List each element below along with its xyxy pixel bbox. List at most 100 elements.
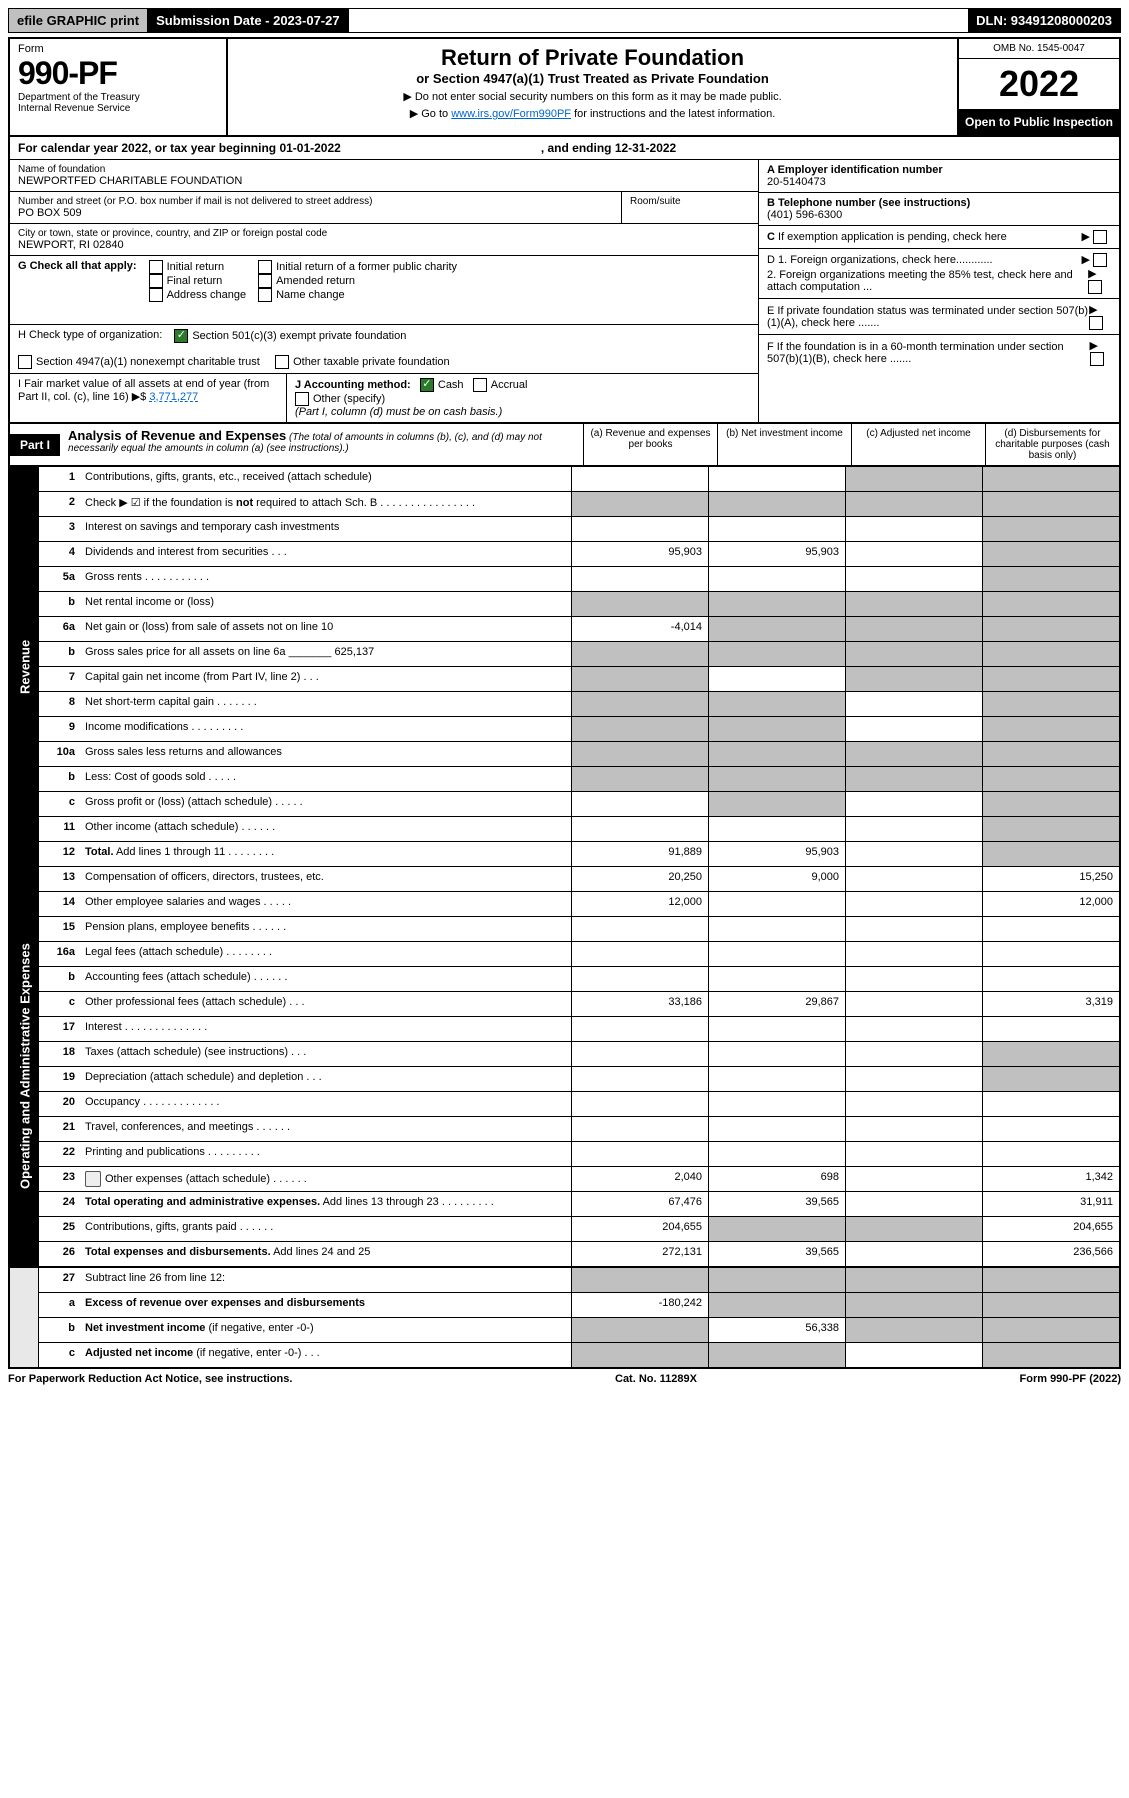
row-label: Total expenses and disbursements. Add li… [81,1242,571,1266]
cell-value [845,1192,982,1216]
table-row: bAccounting fees (attach schedule) . . .… [39,967,1119,992]
row-label: Net rental income or (loss) [81,592,571,616]
table-row: 23Other expenses (attach schedule) . . .… [39,1167,1119,1192]
row-num: 1 [39,467,81,491]
status-terminated-checkbox[interactable] [1089,316,1103,330]
cell-value [845,892,982,916]
i-arrow: ▶$ [132,391,147,403]
cell-value [845,517,982,541]
cell-grey [982,467,1119,491]
form-subtitle: or Section 4947(a)(1) Trust Treated as P… [234,71,951,86]
table-row: 1Contributions, gifts, grants, etc., rec… [39,467,1119,492]
table-row: 5aGross rents . . . . . . . . . . . [39,567,1119,592]
row-label: Excess of revenue over expenses and disb… [81,1293,571,1317]
form990pf-link[interactable]: www.irs.gov/Form990PF [451,108,571,120]
cell-value [845,1242,982,1266]
cell-grey [708,492,845,516]
initial-former-checkbox[interactable] [258,260,272,274]
row-num: 18 [39,1042,81,1066]
accrual-checkbox[interactable] [473,378,487,392]
cell-grey [982,1293,1119,1317]
row-label: Income modifications . . . . . . . . . [81,717,571,741]
cell-grey [571,717,708,741]
row-label: Accounting fees (attach schedule) . . . … [81,967,571,991]
cell-grey [708,692,845,716]
row-label: Interest on savings and temporary cash i… [81,517,571,541]
cell-grey [845,1318,982,1342]
initial-return-checkbox[interactable] [149,260,163,274]
row-num: b [39,767,81,791]
501c3-checkbox[interactable] [174,329,188,343]
cell-value: 236,566 [982,1242,1119,1266]
fair-market-value-link[interactable]: 3,771,277 [149,391,198,403]
table-row: bGross sales price for all assets on lin… [39,642,1119,667]
amended-return-checkbox[interactable] [258,274,272,288]
cell-grey [982,717,1119,741]
cell-value: -4,014 [571,617,708,641]
attachment-icon[interactable] [85,1171,101,1187]
row-num: 9 [39,717,81,741]
cell-value: 204,655 [982,1217,1119,1241]
revenue-section-label: Revenue [10,467,39,866]
cell-grey [845,642,982,666]
cell-value: 95,903 [708,842,845,866]
table-row: 18Taxes (attach schedule) (see instructi… [39,1042,1119,1067]
name-label: Name of foundation [18,164,750,175]
tax-year: 2022 [959,59,1119,109]
cell-grey [982,767,1119,791]
exemption-pending-checkbox[interactable] [1093,230,1107,244]
cell-value [845,967,982,991]
form-number: 990-PF [18,55,218,92]
cell-grey [982,1343,1119,1367]
cell-value [571,1092,708,1116]
cell-value: 204,655 [571,1217,708,1241]
other-method-checkbox[interactable] [295,392,309,406]
row-num: 2 [39,492,81,516]
85pct-checkbox[interactable] [1088,280,1102,294]
other-taxable-checkbox[interactable] [275,355,289,369]
top-bar: efile GRAPHIC print Submission Date - 20… [8,8,1121,33]
address-change-checkbox[interactable] [149,288,163,302]
final-return-checkbox[interactable] [149,274,163,288]
cell-value [571,567,708,591]
row-num: b [39,642,81,666]
other-method-label: Other (specify) [313,393,385,405]
cal-year-end: , and ending 12-31-2022 [541,141,676,155]
name-change-checkbox[interactable] [258,288,272,302]
cell-value [982,967,1119,991]
cell-grey [571,742,708,766]
cell-grey [982,617,1119,641]
row-label: Total operating and administrative expen… [81,1192,571,1216]
instr-no-ssn: ▶ Do not enter social security numbers o… [234,90,951,103]
table-row: 25Contributions, gifts, grants paid . . … [39,1217,1119,1242]
cell-grey [708,1268,845,1292]
table-row: 22Printing and publications . . . . . . … [39,1142,1119,1167]
g-label: G Check all that apply: [18,260,137,272]
cell-value [845,1117,982,1141]
e-label: E If private foundation status was termi… [767,305,1089,329]
60month-checkbox[interactable] [1090,352,1104,366]
cell-grey [982,742,1119,766]
table-row: 24Total operating and administrative exp… [39,1192,1119,1217]
row-label: Gross sales price for all assets on line… [81,642,571,666]
4947-checkbox[interactable] [18,355,32,369]
cell-grey [571,1268,708,1292]
cell-value [708,942,845,966]
j-note: (Part I, column (d) must be on cash basi… [295,406,750,418]
row-label: Total. Add lines 1 through 11 . . . . . … [81,842,571,866]
row-num: 17 [39,1017,81,1041]
cell-value [845,1042,982,1066]
cell-value [571,917,708,941]
row-num: c [39,792,81,816]
analysis-table: Revenue 1Contributions, gifts, grants, e… [8,467,1121,1369]
cell-value [845,1167,982,1191]
cell-value [571,1142,708,1166]
foreign-org-checkbox[interactable] [1093,253,1107,267]
cash-checkbox[interactable] [420,378,434,392]
submission-date: Submission Date - 2023-07-27 [148,9,349,32]
cell-value [845,567,982,591]
cell-grey [708,1217,845,1241]
cell-value [708,1042,845,1066]
phone-value: (401) 596-6300 [767,209,1111,221]
row-label: Net investment income (if negative, ente… [81,1318,571,1342]
